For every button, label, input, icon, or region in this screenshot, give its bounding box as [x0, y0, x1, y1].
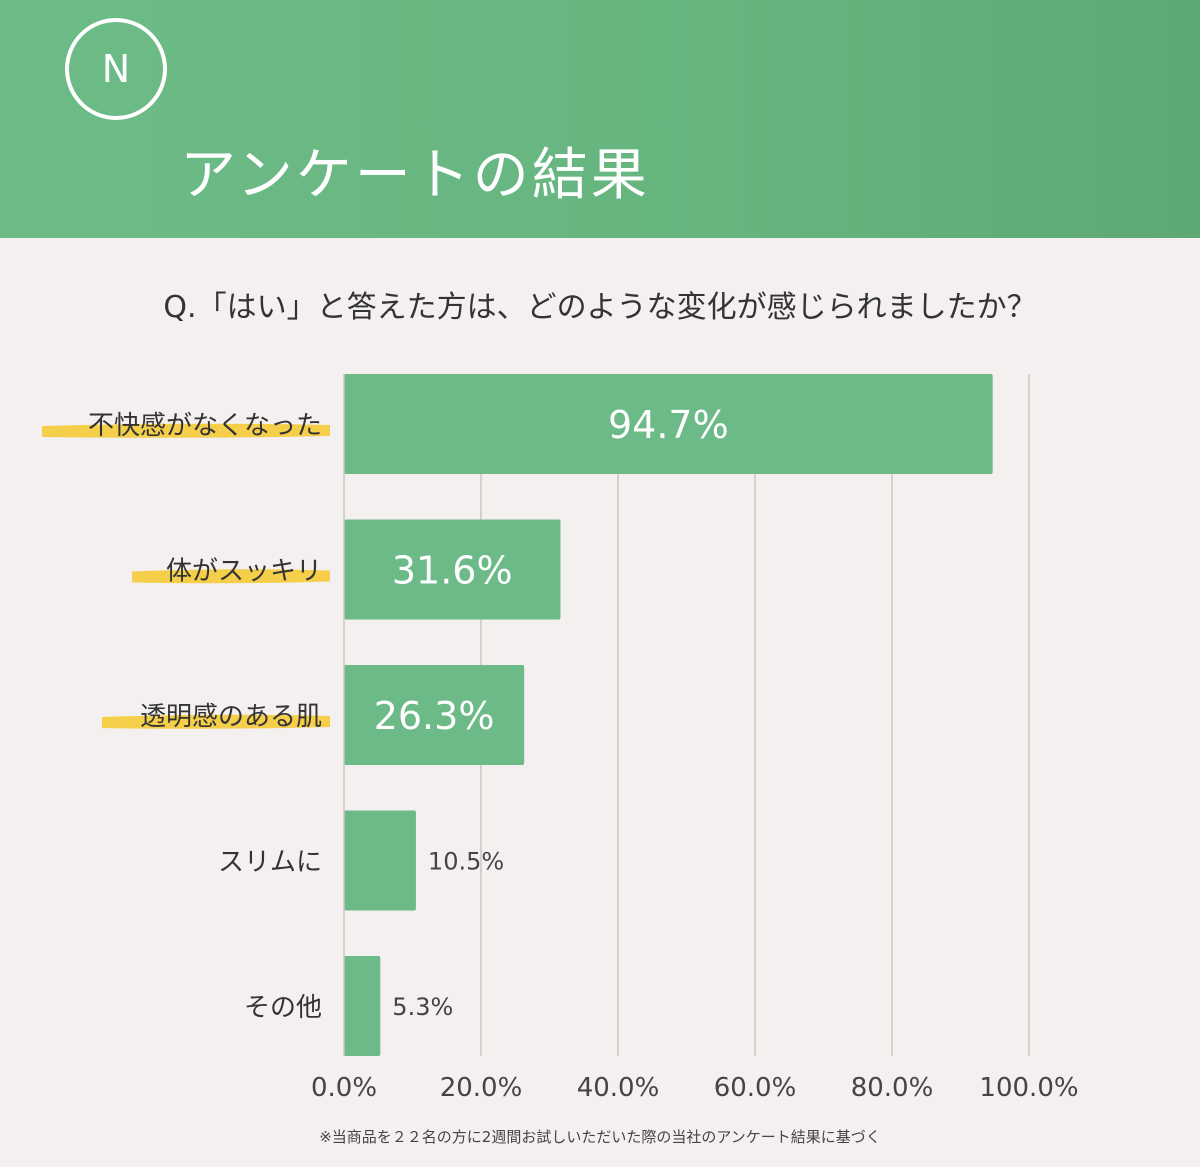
x-tick-label: 40.0%	[577, 1073, 660, 1103]
bar	[344, 665, 525, 765]
x-tick-label: 100.0%	[979, 1073, 1078, 1103]
label-highlight	[102, 714, 330, 729]
label-highlight	[42, 423, 330, 438]
header-banner: N アンケートの結果	[0, 0, 1200, 238]
label-highlight	[132, 569, 330, 584]
page-title: アンケートの結果	[180, 143, 650, 208]
survey-question: Q.「はい」と答えた方は、どのような変化が感じられましたか？	[163, 290, 1037, 325]
value-label: 31.6%	[392, 549, 513, 593]
bar	[344, 956, 381, 1056]
category-label: スリムに	[218, 848, 322, 878]
category-label: 体がスッキリ	[166, 557, 322, 587]
x-tick-label: 20.0%	[440, 1073, 523, 1103]
x-tick-label: 60.0%	[714, 1073, 797, 1103]
value-label: 94.7%	[608, 403, 729, 447]
value-label: 5.3%	[392, 993, 453, 1021]
bar	[344, 519, 561, 620]
bar-chart: 0.0% 20.0% 40.0% 60.0% 80.0% 100.0% 不快感がなくなった 9…	[42, 374, 1079, 1103]
value-label: 26.3%	[374, 694, 495, 738]
category-label: 不快感がなくなった	[88, 411, 322, 441]
bar	[344, 374, 993, 474]
x-tick-label: 80.0%	[851, 1073, 934, 1103]
category-label: その他	[244, 993, 322, 1023]
value-label: 10.5%	[428, 848, 504, 876]
x-tick-label: 0.0%	[311, 1073, 377, 1103]
logo-letter: N	[101, 47, 131, 91]
category-label: 透明感のある肌	[140, 702, 322, 732]
bar	[344, 810, 416, 911]
logo-circle: N	[65, 18, 167, 120]
footnote: ※当商品を２２名の方に2週間お試しいただいた際の当社のアンケート結果に基づく	[319, 1128, 881, 1146]
